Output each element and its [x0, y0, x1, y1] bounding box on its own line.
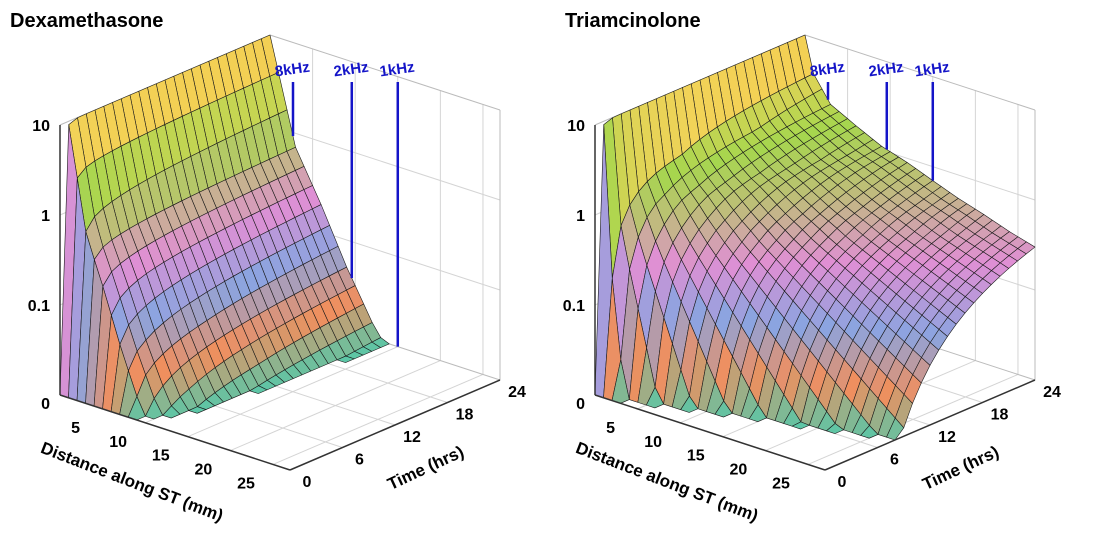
surface	[594, 34, 1036, 441]
surface-cell	[336, 355, 355, 363]
time-tick-label: 6	[890, 452, 899, 469]
surface-cell	[886, 417, 905, 441]
surface-cell	[860, 425, 879, 439]
marker-label: 1kHz	[379, 59, 416, 81]
time-tick-label: 24	[508, 384, 526, 401]
time-tick-label: 24	[1043, 384, 1061, 401]
distance-tick-label: 25	[772, 475, 790, 492]
z-tick-label: 0	[576, 396, 585, 413]
z-tick-label: 1	[41, 208, 50, 225]
distance-axis-title: Distance along ST (mm)	[573, 438, 761, 525]
time-tick-label: 6	[355, 452, 364, 469]
surface-cell	[249, 385, 268, 394]
marker-label: 2kHz	[868, 59, 905, 81]
z-tick-label: 10	[32, 118, 50, 135]
box-edge	[804, 34, 1036, 111]
distance-axis-title: Distance along ST (mm)	[38, 438, 226, 525]
distance-tick-label: 5	[606, 420, 615, 437]
distance-axis	[59, 394, 291, 471]
distance-tick-label: 20	[729, 462, 747, 479]
surface-cell	[646, 387, 664, 409]
surface-cell	[145, 398, 163, 420]
chart-title: Triamcinolone	[565, 10, 701, 32]
distance-tick-label: 10	[644, 434, 662, 451]
distance-axis	[594, 394, 826, 471]
z-tick-label: 1	[576, 208, 585, 225]
distance-tick-label: 10	[109, 434, 127, 451]
marker-label: 2kHz	[333, 59, 370, 81]
surface-cell	[826, 423, 844, 434]
panel-dexamethasone: 8kHz 2kHz 1kHz 0 0.1 1 10 5 10 15 20 25 0 6 12 18 24 Dist…	[10, 10, 526, 525]
back-wall-gridline	[269, 124, 501, 201]
time-tick-label: 0	[838, 474, 847, 491]
marker-label: 1kHz	[914, 59, 951, 81]
marker-label: 8kHz	[809, 59, 846, 81]
panel-triamcinolone: 8kHz 2kHz 1kHz 0 0.1 1 10 5 10 15 20 25 0 6 12 18 24 Dist…	[563, 10, 1061, 525]
surface-cell	[748, 404, 767, 422]
surface-cell	[714, 400, 733, 418]
distance-tick-label: 15	[152, 448, 170, 465]
distance-tick-label: 5	[71, 420, 80, 437]
time-axis-title: Time (hrs)	[385, 442, 467, 494]
z-tick-label: 10	[567, 118, 585, 135]
time-axis	[289, 379, 501, 471]
surface-cell	[680, 395, 699, 413]
time-tick-label: 18	[991, 407, 1009, 424]
time-tick-label: 12	[938, 429, 956, 446]
z-tick-label: 0.1	[563, 298, 585, 315]
z-tick-label: 0.1	[28, 298, 50, 315]
box-edge	[269, 34, 501, 111]
z-tick-label: 0	[41, 396, 50, 413]
surface-cell	[162, 405, 181, 419]
surface	[59, 34, 390, 421]
time-tick-label: 12	[403, 429, 421, 446]
marker-label: 8kHz	[274, 59, 311, 81]
chart-title: Dexamethasone	[10, 10, 163, 32]
time-axis	[824, 379, 1036, 471]
time-tick-label: 0	[303, 474, 312, 491]
distance-tick-label: 15	[687, 448, 705, 465]
surface-cell	[188, 406, 207, 414]
distance-tick-label: 25	[237, 475, 255, 492]
time-axis-title: Time (hrs)	[920, 442, 1002, 494]
distance-tick-label: 20	[194, 462, 212, 479]
time-tick-label: 18	[456, 407, 474, 424]
surface-cell	[791, 421, 810, 430]
